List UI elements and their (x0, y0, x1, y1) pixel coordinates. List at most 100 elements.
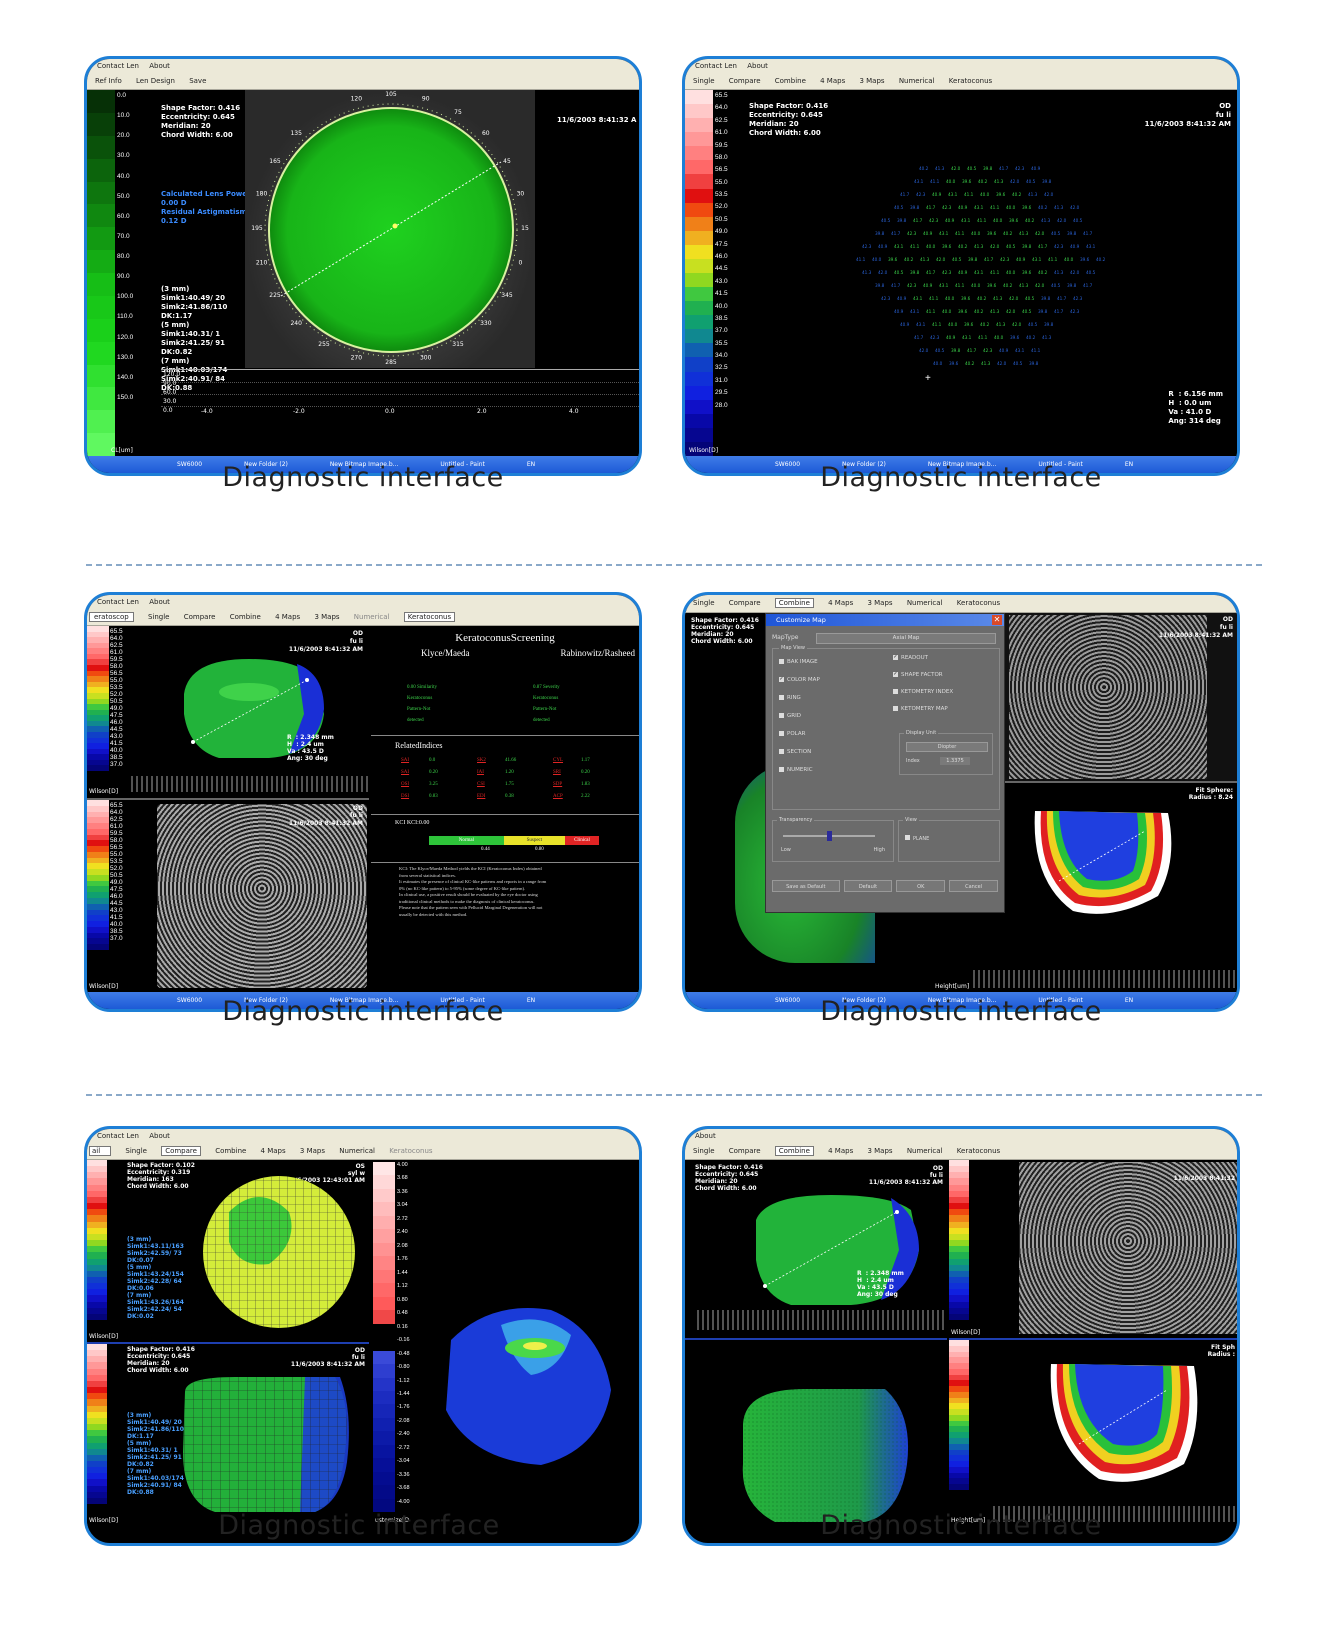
menu-about[interactable]: About (695, 1132, 716, 1140)
tab-keratoconus[interactable]: Keratoconus (956, 599, 1001, 607)
tab-3maps[interactable]: 3 Maps (314, 613, 340, 621)
tab-single[interactable]: Single (693, 599, 715, 607)
tab-compare[interactable]: Compare (728, 599, 761, 607)
taskbar-bitmap[interactable]: New Bitmap Image.b... (329, 997, 399, 1004)
checkbox-box[interactable]: ✓ (779, 676, 784, 682)
taskbar-app[interactable]: SW6000 (177, 461, 203, 468)
taskbar-folder[interactable]: New Folder (2) (243, 997, 288, 1004)
menu-contact-len[interactable]: Contact Len (97, 598, 139, 606)
menu-contact-len[interactable]: Contact Len (695, 62, 737, 70)
display-unit-select[interactable]: Diopter (906, 742, 988, 752)
taskbar-folder[interactable]: New Folder (2) (243, 461, 288, 468)
checkbox-color-map[interactable]: ✓ COLOR MAP (779, 677, 820, 695)
tab-3maps[interactable]: 3 Maps (867, 1147, 893, 1155)
index-name[interactable]: CSI (477, 782, 485, 787)
checkbox-box[interactable] (779, 659, 784, 664)
checkbox-shape-factor[interactable]: ✓ SHAPE FACTOR (893, 672, 953, 689)
checkbox-bak-image[interactable]: BAK IMAGE (779, 659, 820, 677)
save-button[interactable]: Save (189, 77, 207, 85)
tab-4maps[interactable]: 4 Maps (820, 77, 846, 85)
ref-info-button[interactable]: Ref Info (95, 77, 122, 85)
tab-compare[interactable]: Compare (161, 1146, 201, 1156)
checkbox-box[interactable] (779, 767, 784, 772)
taskbar-paint[interactable]: Untitled - Paint (1038, 461, 1083, 468)
tab-combine[interactable]: Combine (215, 1147, 247, 1155)
checkbox-numeric[interactable]: NUMERIC (779, 767, 820, 785)
tab-compare[interactable]: Compare (728, 77, 761, 85)
menu-about[interactable]: About (149, 1132, 170, 1140)
index-name[interactable]: CYL (553, 758, 563, 763)
save-default-button[interactable]: Save as Default (772, 880, 840, 892)
index-name[interactable]: OSI (401, 782, 410, 787)
transparency-slider[interactable] (783, 831, 875, 841)
menu-about[interactable]: About (747, 62, 768, 70)
taskbar-folder[interactable]: New Folder (2) (841, 461, 886, 468)
checkbox-grid[interactable]: GRID (779, 713, 820, 731)
taskbar-app[interactable]: SW6000 (775, 997, 801, 1004)
default-button[interactable]: Default (843, 880, 893, 892)
index-name[interactable]: DSI (401, 794, 410, 799)
checkbox-box[interactable]: ✓ (893, 654, 898, 660)
tab-4maps[interactable]: 4 Maps (275, 613, 301, 621)
taskbar-lang[interactable]: EN (526, 997, 536, 1004)
map-type-select[interactable]: Axial Map (816, 633, 996, 644)
index-name[interactable]: SK2 (477, 758, 486, 763)
tab-compare[interactable]: Compare (728, 1147, 761, 1155)
index-name[interactable]: SDP (553, 782, 563, 787)
checkbox-box[interactable] (779, 731, 784, 736)
checkbox-box[interactable]: ✓ (893, 671, 898, 677)
index-name[interactable]: SAI (401, 758, 410, 763)
taskbar-app[interactable]: SW6000 (775, 461, 801, 468)
checkbox-box[interactable] (893, 706, 898, 711)
tab-numerical[interactable]: Numerical (339, 1147, 375, 1155)
tab-single[interactable]: Single (147, 613, 170, 621)
tab-3maps[interactable]: 3 Maps (859, 77, 885, 85)
map-type-select[interactable]: ail (89, 1146, 112, 1156)
tab-keratoconus[interactable]: Keratoconus (389, 1147, 433, 1155)
tab-keratoconus[interactable]: Keratoconus (956, 1147, 1001, 1155)
checkbox-box[interactable] (893, 689, 898, 694)
tab-numerical[interactable]: Numerical (353, 613, 390, 621)
checkbox-ketometry-map[interactable]: KETOMETRY MAP (893, 706, 953, 723)
taskbar-paint[interactable]: Untitled - Paint (440, 997, 485, 1004)
taskbar-bitmap[interactable]: New Bitmap Image.b... (329, 461, 399, 468)
taskbar-lang[interactable]: EN (1124, 461, 1134, 468)
taskbar-paint[interactable]: Untitled - Paint (1038, 997, 1083, 1004)
menu-about[interactable]: About (149, 598, 170, 606)
tab-single[interactable]: Single (693, 1147, 715, 1155)
map-type-select[interactable]: eratoscop (89, 612, 134, 622)
tab-3maps[interactable]: 3 Maps (867, 599, 893, 607)
checkbox-section[interactable]: SECTION (779, 749, 820, 767)
tab-keratoconus[interactable]: Keratoconus (403, 612, 456, 622)
plane-checkbox[interactable]: PLANE (905, 835, 929, 842)
taskbar-lang[interactable]: EN (526, 461, 536, 468)
taskbar-folder[interactable]: New Folder (2) (841, 997, 886, 1004)
taskbar-bitmap[interactable]: New Bitmap Image.b... (927, 997, 997, 1004)
tab-4maps[interactable]: 4 Maps (828, 1147, 854, 1155)
checkbox-polar[interactable]: POLAR (779, 731, 820, 749)
tab-single[interactable]: Single (693, 77, 715, 85)
tab-numerical[interactable]: Numerical (906, 599, 943, 607)
index-name[interactable]: SRI (553, 770, 561, 775)
checkbox-ring[interactable]: RING (779, 695, 820, 713)
checkbox-box[interactable] (779, 713, 784, 718)
tab-single[interactable]: Single (125, 1147, 147, 1155)
tab-numerical[interactable]: Numerical (898, 77, 935, 85)
taskbar-paint[interactable]: Untitled - Paint (440, 461, 485, 468)
checkbox-ketometry-index[interactable]: KETOMETRY INDEX (893, 689, 953, 706)
checkbox-box[interactable] (779, 749, 784, 754)
len-design-button[interactable]: Len Design (136, 77, 175, 85)
cancel-button[interactable]: Cancel (949, 880, 998, 892)
index-field[interactable]: 1.3375 (940, 757, 970, 765)
tab-4maps[interactable]: 4 Maps (260, 1147, 286, 1155)
menu-contact-len[interactable]: Contact Len (97, 62, 139, 70)
checkbox-box[interactable] (779, 695, 784, 700)
tab-4maps[interactable]: 4 Maps (828, 599, 854, 607)
index-name[interactable]: IAI (477, 770, 484, 775)
checkbox-readout[interactable]: ✓ READOUT (893, 655, 953, 672)
tab-keratoconus[interactable]: Keratoconus (948, 77, 993, 85)
menu-contact-len[interactable]: Contact Len (97, 1132, 139, 1140)
tab-combine[interactable]: Combine (774, 1146, 814, 1156)
index-name[interactable]: ACP (553, 794, 563, 799)
tab-compare[interactable]: Compare (183, 613, 216, 621)
